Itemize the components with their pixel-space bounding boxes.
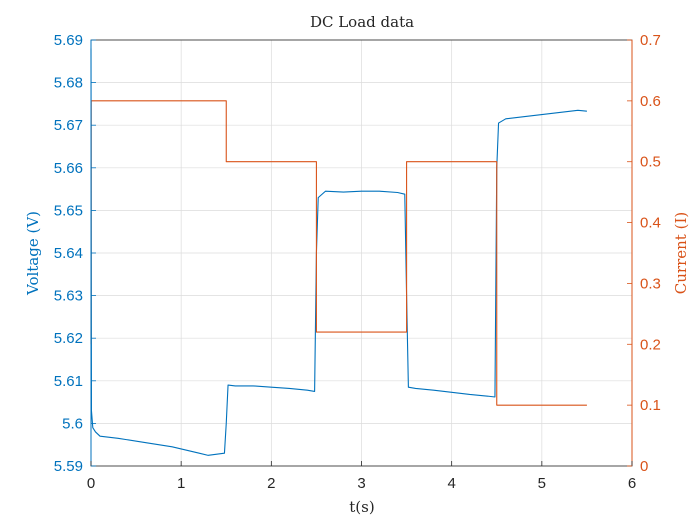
x-tick-label: 5 <box>538 475 546 492</box>
right-tick-label: 0 <box>640 458 648 475</box>
chart-title: DC Load data <box>310 13 414 31</box>
x-axis-label: t(s) <box>349 498 374 516</box>
x-axis-ticks: 0 1 2 3 4 5 6 <box>87 461 636 492</box>
left-tick-label: 5.64 <box>54 245 83 262</box>
left-tick-label: 5.59 <box>54 458 83 475</box>
left-axis-label: Voltage (V) <box>24 211 42 296</box>
left-tick-label: 5.61 <box>54 373 83 390</box>
x-tick-label: 0 <box>87 475 95 492</box>
left-tick-label: 5.66 <box>54 160 83 177</box>
x-tick-label: 3 <box>357 475 365 492</box>
left-tick-label: 5.68 <box>54 75 83 92</box>
x-tick-label: 6 <box>628 475 636 492</box>
left-tick-label: 5.67 <box>54 117 83 134</box>
right-tick-label: 0.5 <box>640 154 661 171</box>
right-tick-label: 0.2 <box>640 336 661 353</box>
right-axis-label: Current (I) <box>672 212 690 294</box>
right-tick-label: 0.1 <box>640 397 661 414</box>
left-tick-label: 5.69 <box>54 32 83 49</box>
right-tick-label: 0.6 <box>640 93 661 110</box>
right-tick-label: 0.7 <box>640 32 661 49</box>
left-tick-label: 5.63 <box>54 288 83 305</box>
left-tick-label: 5.6 <box>62 415 83 432</box>
x-tick-label: 4 <box>447 475 455 492</box>
left-tick-label: 5.62 <box>54 330 83 347</box>
series-layer <box>90 48 587 456</box>
current-series-line <box>90 100 587 406</box>
right-tick-label: 0.4 <box>640 215 661 232</box>
left-tick-label: 5.65 <box>54 202 83 219</box>
x-tick-label: 2 <box>267 475 275 492</box>
x-tick-label: 1 <box>177 475 185 492</box>
right-tick-label: 0.3 <box>640 275 661 292</box>
left-axis-ticks: 5.59 5.6 5.61 5.62 5.63 5.64 5.65 5.66 5.67 5.68 5… <box>54 32 96 475</box>
right-axis-ticks: 0 0.1 0.2 0.3 0.4 0.5 0.6 0.7 <box>627 32 661 475</box>
grid <box>90 39 633 467</box>
voltage-series-line <box>90 48 587 456</box>
